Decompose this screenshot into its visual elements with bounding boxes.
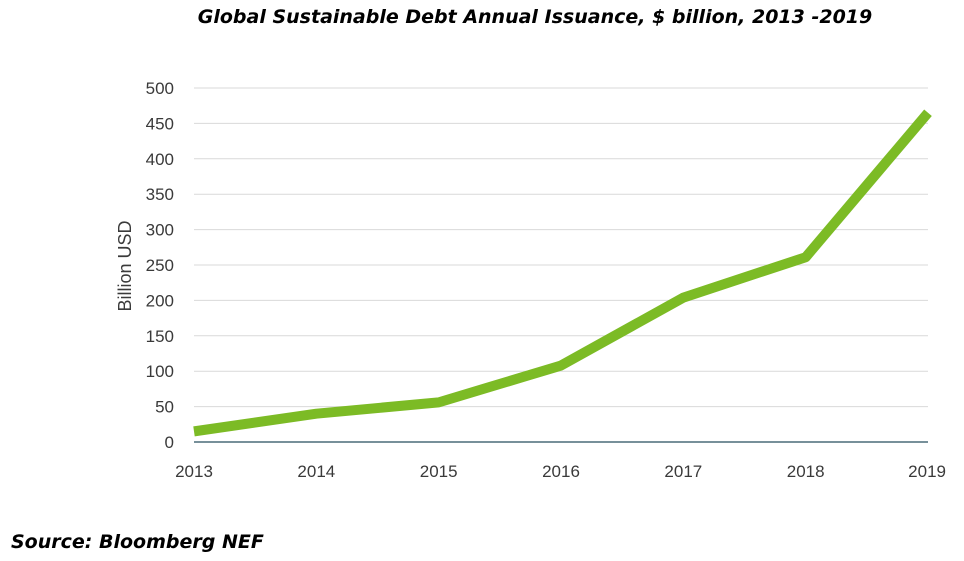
y-axis-ticks: 0 50 100 150 200 250 300 350 400 450 500 — [146, 79, 174, 452]
y-tick-label: 450 — [146, 114, 174, 133]
x-tick-label: 2017 — [664, 462, 702, 481]
x-tick-label: 2015 — [420, 462, 458, 481]
x-axis-ticks: 2013 2014 2015 2016 2017 2018 2019 — [175, 462, 946, 481]
y-tick-label: 300 — [146, 221, 174, 240]
y-tick-label: 400 — [146, 150, 174, 169]
x-tick-label: 2013 — [175, 462, 213, 481]
y-tick-label: 500 — [146, 79, 174, 98]
x-tick-label: 2016 — [542, 462, 580, 481]
x-tick-label: 2018 — [787, 462, 825, 481]
series-line — [193, 109, 932, 437]
y-tick-label: 50 — [155, 398, 174, 417]
y-tick-label: 100 — [146, 362, 174, 381]
chart-title: Global Sustainable Debt Annual Issuance,… — [197, 6, 873, 28]
y-tick-label: 200 — [146, 291, 174, 310]
x-tick-label: 2014 — [297, 462, 335, 481]
series-layer — [193, 109, 932, 437]
y-tick-label: 150 — [146, 327, 174, 346]
y-tick-label: 0 — [165, 433, 174, 452]
source-note: Source: Bloomberg NEF — [11, 531, 264, 553]
gridlines — [194, 87, 928, 443]
x-tick-label: 2019 — [908, 462, 946, 481]
y-tick-label: 250 — [146, 256, 174, 275]
y-tick-label: 350 — [146, 185, 174, 204]
y-axis-title: Billion USD — [115, 220, 135, 311]
